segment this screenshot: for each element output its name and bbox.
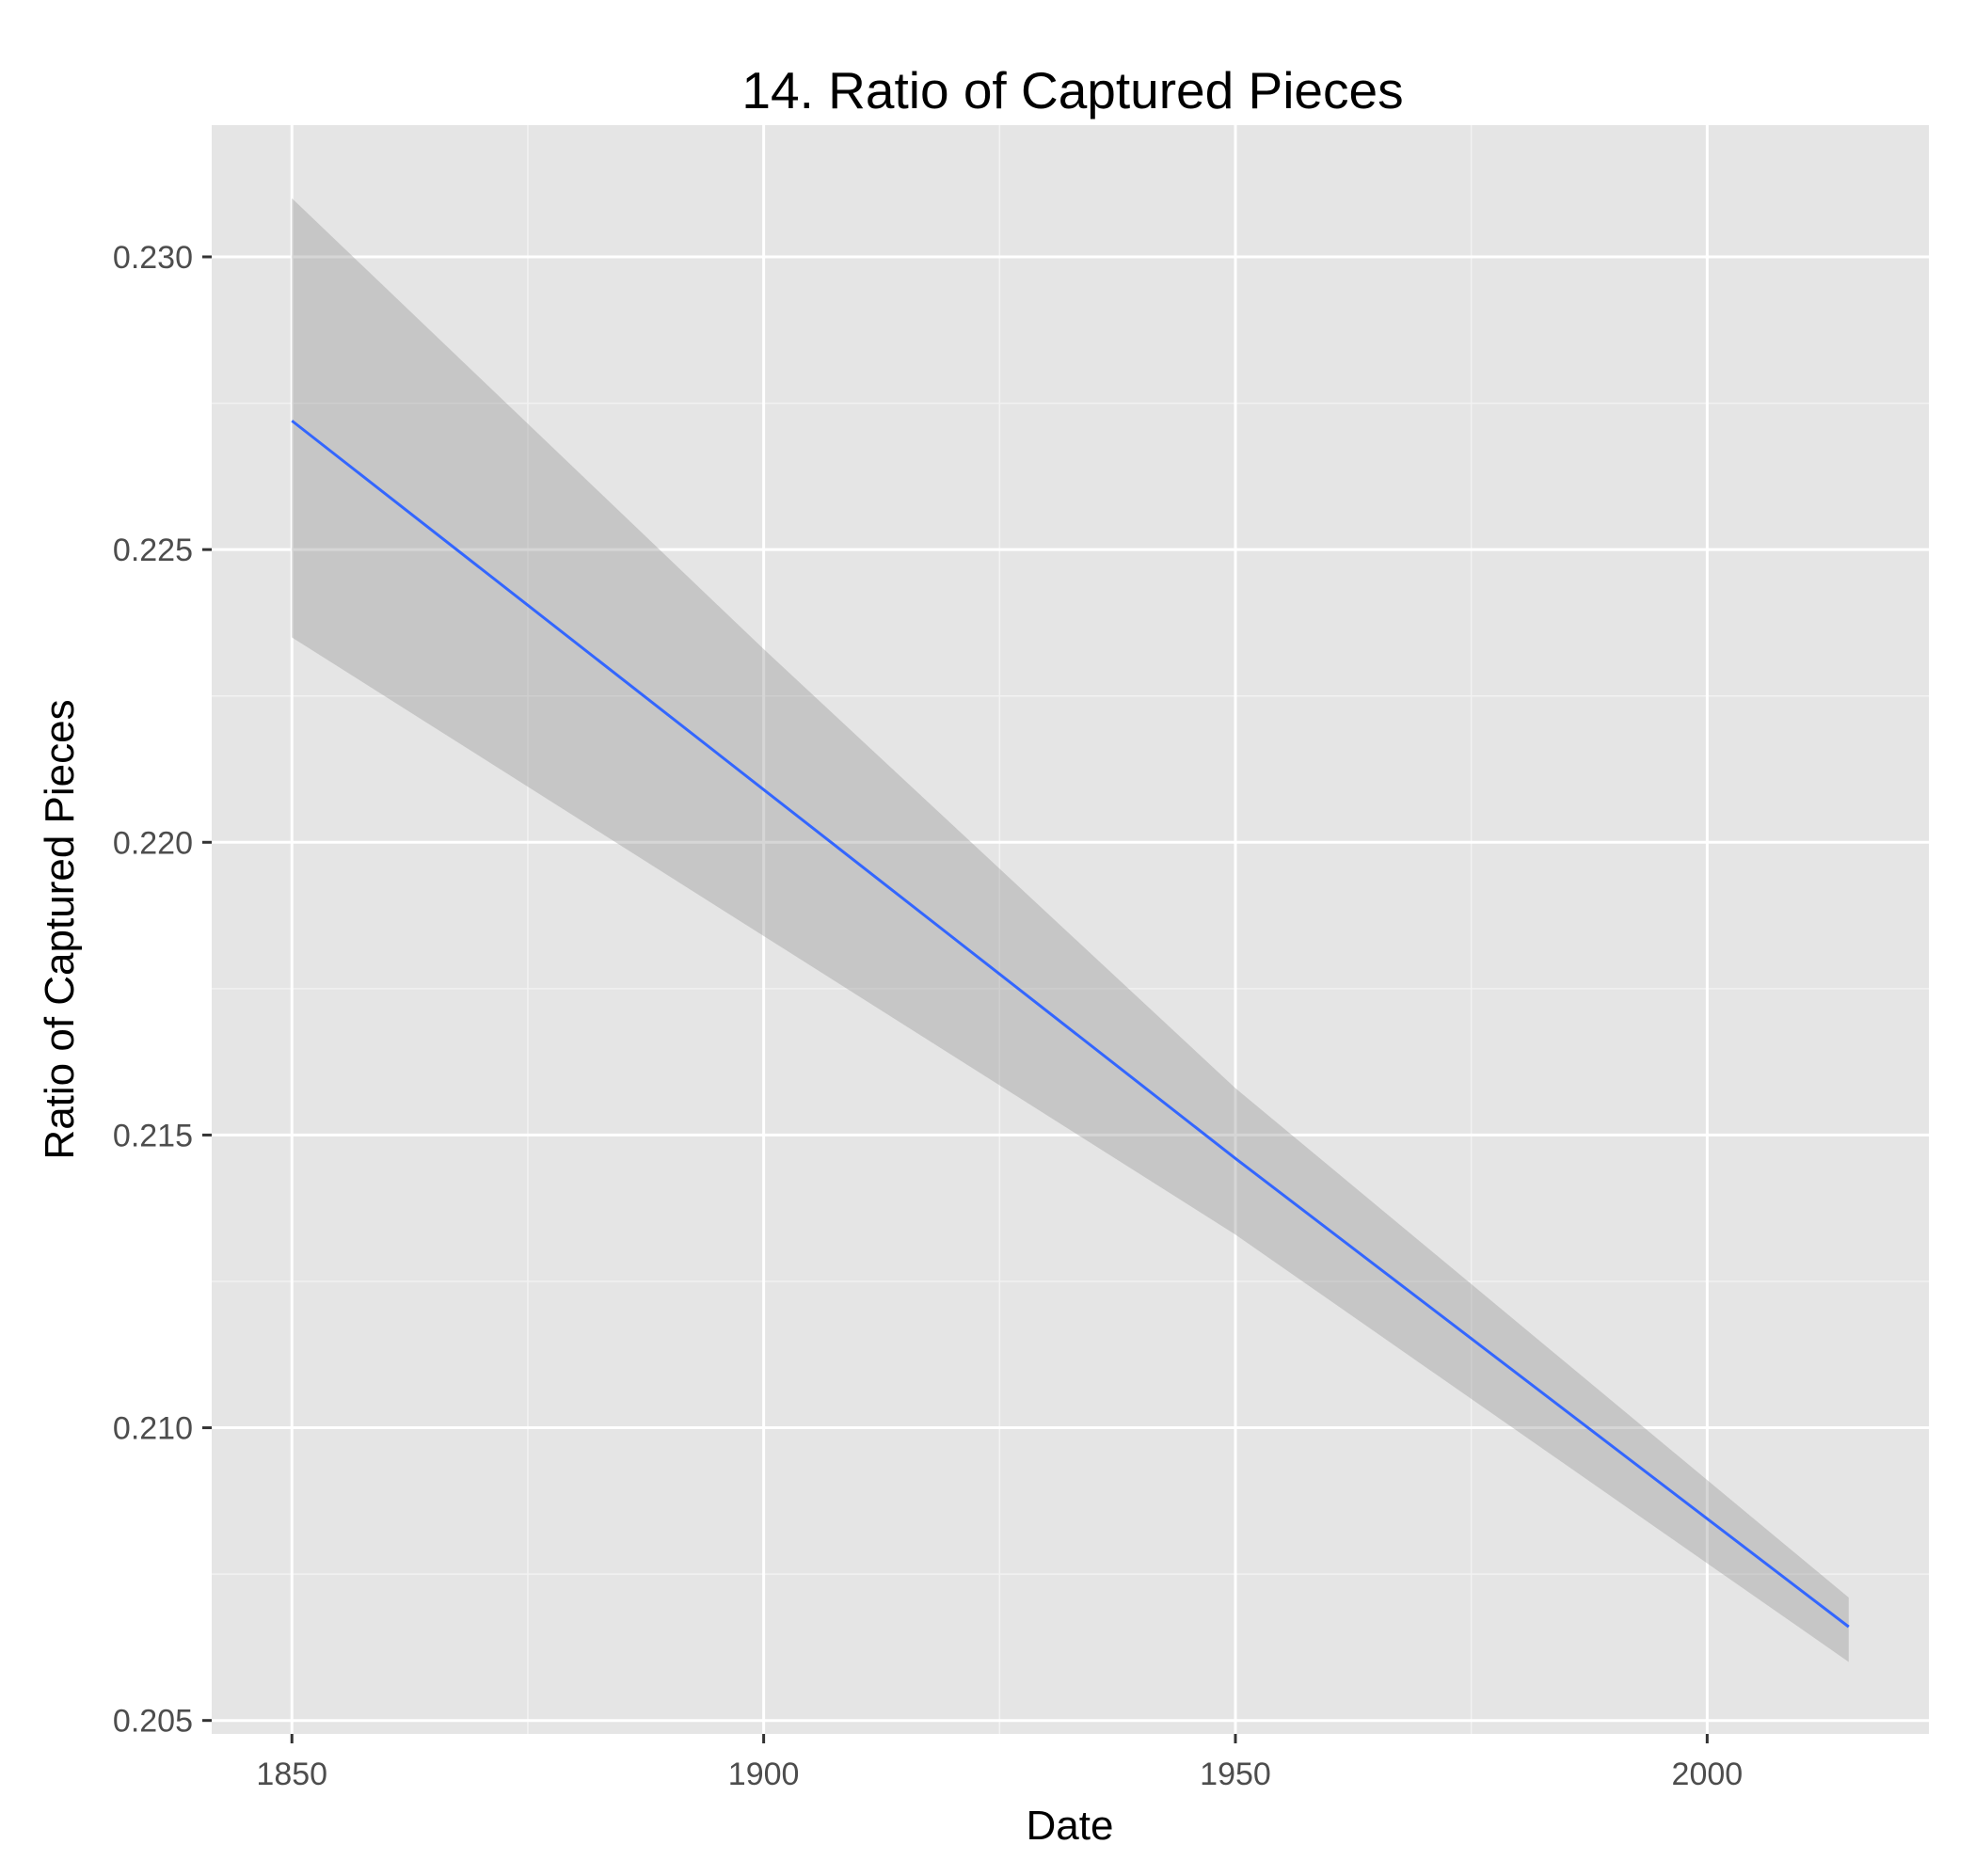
major-gridlines <box>212 125 1929 1734</box>
x-axis-title: Date <box>1027 1803 1114 1849</box>
x-tick-label: 1900 <box>728 1757 800 1792</box>
y-tick-label: 0.215 <box>113 1118 193 1153</box>
x-axis: 1850 1900 1950 2000 <box>256 1734 1743 1792</box>
trend-line <box>291 420 1850 1629</box>
x-tick-label: 2000 <box>1672 1757 1744 1792</box>
y-axis-title: Ratio of Captured Pieces <box>37 699 83 1159</box>
x-tick-label: 1950 <box>1200 1757 1271 1792</box>
y-axis: 0.205 0.210 0.215 0.220 0.225 0.230 <box>113 240 212 1740</box>
y-tick-label: 0.220 <box>113 825 193 861</box>
y-tick-label: 0.225 <box>113 533 193 568</box>
y-tick-label: 0.230 <box>113 240 193 276</box>
y-tick-label: 0.205 <box>113 1704 193 1740</box>
confidence-band <box>292 198 1849 1662</box>
y-tick-label: 0.210 <box>113 1411 193 1447</box>
minor-gridlines <box>212 125 1929 1734</box>
x-tick-label: 1850 <box>256 1757 327 1792</box>
chart-title: 14. Ratio of Captured Pieces <box>741 61 1403 119</box>
plot-panel <box>212 125 1929 1734</box>
series-layer <box>291 198 1850 1662</box>
